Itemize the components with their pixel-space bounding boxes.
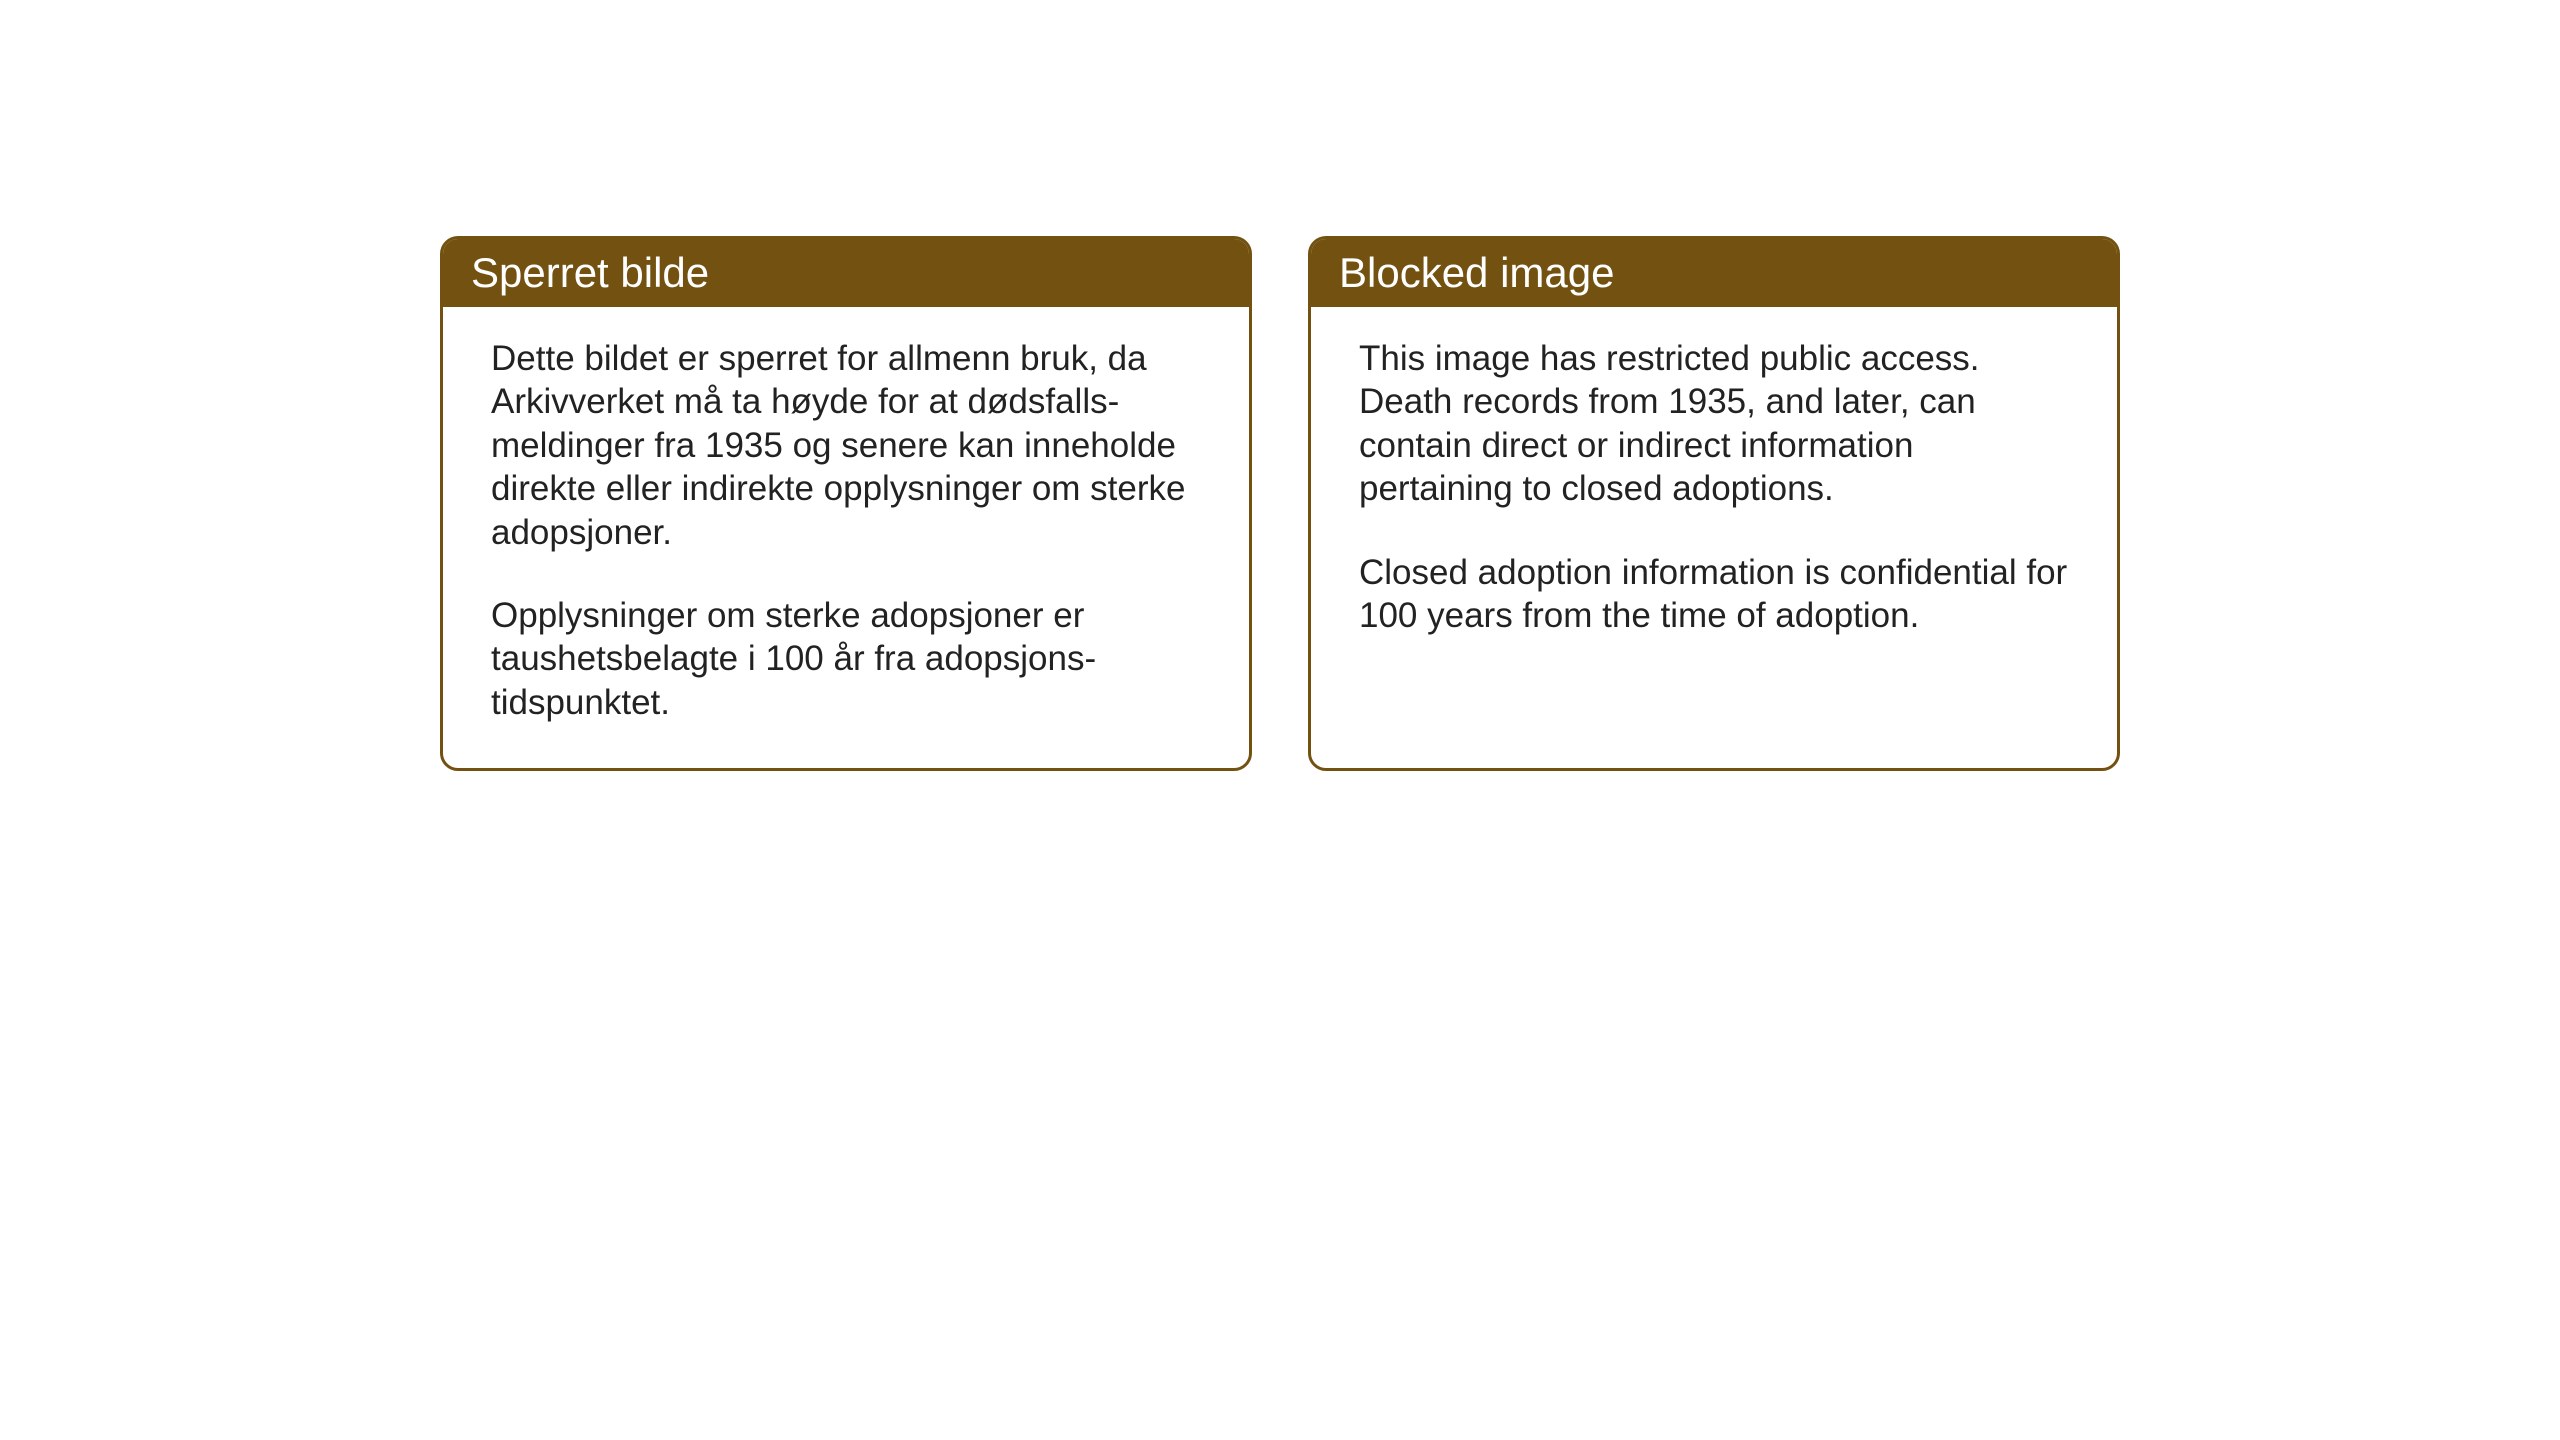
card-title: Sperret bilde [471,249,709,296]
card-paragraph: Opplysninger om sterke adopsjoner er tau… [491,594,1201,724]
card-body-english: This image has restricted public access.… [1311,307,2117,743]
notice-cards-container: Sperret bilde Dette bildet er sperret fo… [440,236,2120,771]
card-body-norwegian: Dette bildet er sperret for allmenn bruk… [443,307,1249,768]
card-paragraph: This image has restricted public access.… [1359,337,2069,511]
card-header-english: Blocked image [1311,239,2117,307]
card-paragraph: Closed adoption information is confident… [1359,551,2069,638]
notice-card-norwegian: Sperret bilde Dette bildet er sperret fo… [440,236,1252,771]
notice-card-english: Blocked image This image has restricted … [1308,236,2120,771]
card-paragraph: Dette bildet er sperret for allmenn bruk… [491,337,1201,554]
card-header-norwegian: Sperret bilde [443,239,1249,307]
card-title: Blocked image [1339,249,1614,296]
